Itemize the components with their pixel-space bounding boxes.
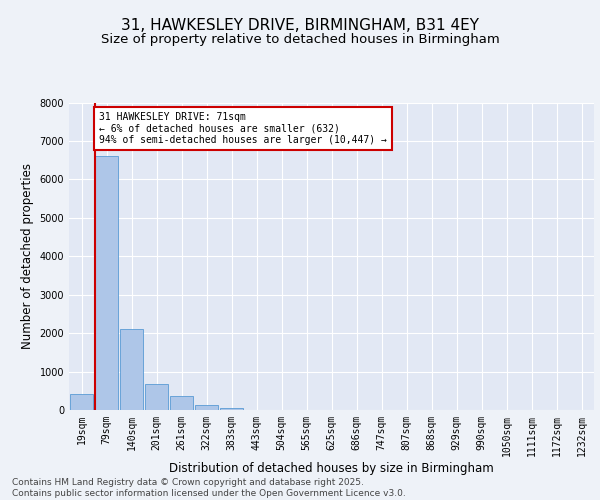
Bar (220, 408, 243, 410)
Bar (195, 405, 218, 410)
Bar (70, 394, 93, 410)
Text: 31 HAWKESLEY DRIVE: 71sqm
← 6% of detached houses are smaller (632)
94% of semi-: 31 HAWKESLEY DRIVE: 71sqm ← 6% of detach… (99, 112, 387, 146)
Bar (120, 330, 143, 410)
Bar (95, 156, 118, 410)
Text: Contains HM Land Registry data © Crown copyright and database right 2025.
Contai: Contains HM Land Registry data © Crown c… (12, 478, 406, 498)
Text: 31, HAWKESLEY DRIVE, BIRMINGHAM, B31 4EY: 31, HAWKESLEY DRIVE, BIRMINGHAM, B31 4EY (121, 18, 479, 32)
Text: Size of property relative to detached houses in Birmingham: Size of property relative to detached ho… (101, 32, 499, 46)
Bar (145, 384, 168, 410)
X-axis label: Distribution of detached houses by size in Birmingham: Distribution of detached houses by size … (169, 462, 494, 474)
Y-axis label: Number of detached properties: Number of detached properties (21, 163, 34, 350)
Bar (170, 396, 193, 410)
